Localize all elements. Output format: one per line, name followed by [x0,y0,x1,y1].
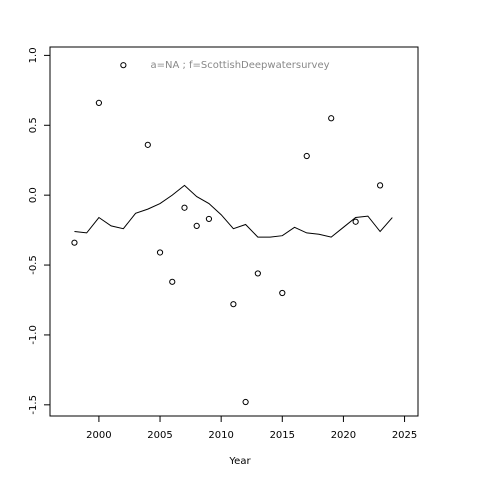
y-tick-label: 1.0 [28,47,39,63]
x-tick-label: 2015 [270,430,295,441]
point [254,270,261,277]
point [120,62,127,69]
x-tick-label: 2000 [86,430,111,441]
x-axis-label: Year [228,456,251,467]
y-tick-label: 0.0 [28,187,39,203]
x-tick-label: 2010 [208,430,233,441]
point [181,204,188,211]
point [144,141,151,148]
point [205,215,213,223]
point [279,289,286,297]
point [169,278,176,285]
y-tick-label: -0.5 [28,255,39,275]
y-tick-label: 0.5 [28,117,39,133]
x-tick-label: 2025 [392,430,417,441]
point [242,398,249,406]
y-tick-label: -1.0 [28,325,39,345]
point [156,249,164,256]
point [95,99,103,107]
point [193,222,200,230]
point [376,182,384,189]
annotation: a=NA ; f=ScottishDeepwatersurvey [150,60,329,71]
plot-box [49,46,419,417]
point [328,115,335,122]
x-tick-label: 2005 [147,430,172,441]
point [352,218,359,225]
point [303,152,310,160]
x-tick-label: 2020 [331,430,356,441]
y-tick-label: -1.5 [28,395,39,415]
line [74,184,393,238]
point [230,301,237,308]
point [71,239,78,246]
